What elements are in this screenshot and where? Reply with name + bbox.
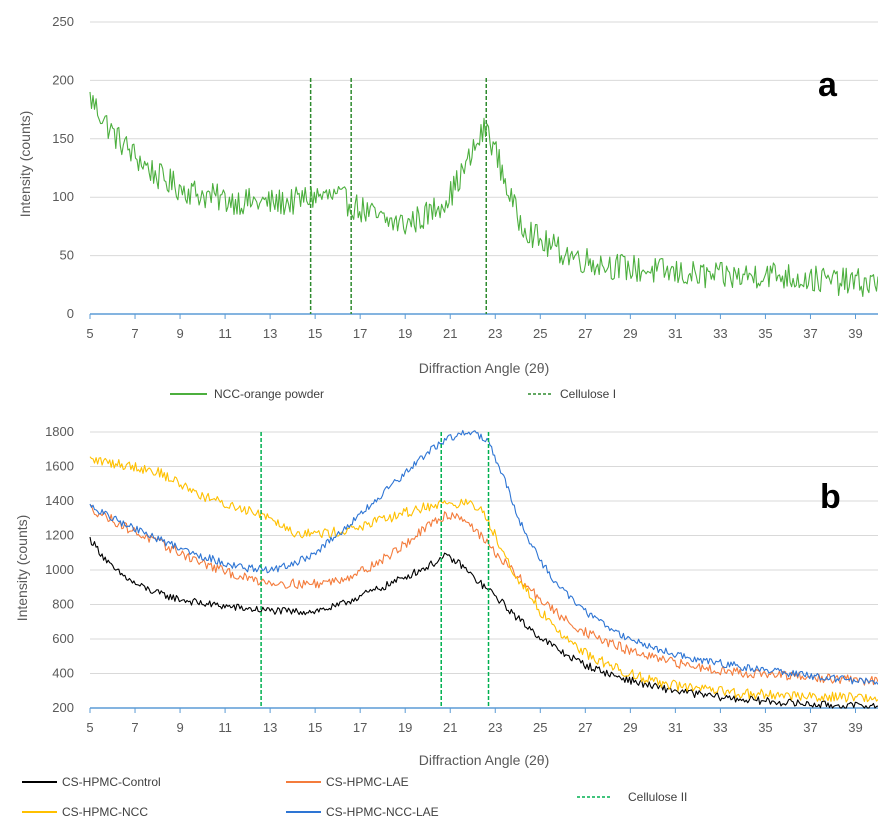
x-tick-label: 39 xyxy=(848,720,862,735)
x-tick-label: 19 xyxy=(398,326,412,341)
x-tick-label: 5 xyxy=(86,720,93,735)
x-tick-label: 15 xyxy=(308,326,322,341)
y-tick-label: 200 xyxy=(52,72,74,87)
series-line-cs-hpmc-control xyxy=(89,536,878,709)
panel-b-chart: 200 400 600 800 1000 1200 1400 1600 1800 5 7 9 11 13… xyxy=(14,424,878,819)
x-tick-label: 15 xyxy=(308,720,322,735)
panel-b-x-axis-title: Diffraction Angle (2θ) xyxy=(419,752,549,768)
panel-a-legend: NCC-orange powder Cellulose I xyxy=(170,387,616,401)
x-tick-label: 9 xyxy=(176,326,183,341)
y-tick-label: 150 xyxy=(52,131,74,146)
panel-b-y-axis-title: Intensity (counts) xyxy=(14,515,30,622)
x-tick-label: 29 xyxy=(623,326,637,341)
y-tick-label: 200 xyxy=(52,700,74,715)
panel-a-x-axis-title: Diffraction Angle (2θ) xyxy=(419,360,549,376)
x-tick-label: 27 xyxy=(578,326,592,341)
panel-b-y-ticks: 200 400 600 800 1000 1200 1400 1600 1800 xyxy=(45,424,74,715)
x-tick-label: 13 xyxy=(263,326,277,341)
panel-a-gridlines xyxy=(90,21,878,257)
panel-b-legend: CS-HPMC-Control CS-HPMC-LAE CS-HPMC-NCC … xyxy=(22,775,687,819)
y-tick-label: 100 xyxy=(52,189,74,204)
x-tick-label: 7 xyxy=(131,720,138,735)
panel-a-x-ticks: 5 7 9 11 13 15 17 19 21 23 25 27 29 31 33 35 37 39 xyxy=(86,314,863,341)
x-tick-label: 5 xyxy=(86,326,93,341)
y-tick-label: 1000 xyxy=(45,562,74,577)
y-tick-label: 250 xyxy=(52,14,74,29)
x-tick-label: 13 xyxy=(263,720,277,735)
x-tick-label: 33 xyxy=(713,720,727,735)
y-tick-label: 0 xyxy=(67,306,74,321)
x-tick-label: 29 xyxy=(623,720,637,735)
x-tick-label: 9 xyxy=(176,720,183,735)
y-tick-label: 800 xyxy=(52,597,74,612)
legend-label-cs-hpmc-control: CS-HPMC-Control xyxy=(62,775,161,789)
y-tick-label: 1800 xyxy=(45,424,74,439)
panel-b-gridlines xyxy=(90,431,878,674)
panel-a-series xyxy=(89,91,878,297)
x-tick-label: 37 xyxy=(803,720,817,735)
legend-label-cs-hpmc-lae: CS-HPMC-LAE xyxy=(326,775,409,789)
y-tick-label: 1200 xyxy=(45,528,74,543)
x-tick-label: 7 xyxy=(131,326,138,341)
legend-label-cellulose-ii: Cellulose II xyxy=(628,790,687,804)
x-tick-label: 11 xyxy=(218,720,232,735)
x-tick-label: 33 xyxy=(713,326,727,341)
x-tick-label: 25 xyxy=(533,720,547,735)
panel-a-chart: 0 50 100 150 200 250 5 7 9 11 13 15 17 19 21 23 25 27 29 3… xyxy=(17,14,878,401)
x-tick-label: 31 xyxy=(668,720,682,735)
panel-a-label: a xyxy=(818,66,838,104)
x-tick-label: 39 xyxy=(848,326,862,341)
series-line-cs-hpmc-lae xyxy=(89,504,878,686)
panel-b-x-ticks: 5 7 9 11 13 15 17 19 21 23 25 27 29 31 33 35 37 39 xyxy=(86,708,863,735)
x-tick-label: 27 xyxy=(578,720,592,735)
panel-b-reference-lines xyxy=(260,432,490,708)
legend-label-cs-hpmc-ncc-lae: CS-HPMC-NCC-LAE xyxy=(326,805,439,819)
y-tick-label: 400 xyxy=(52,666,74,681)
x-tick-label: 23 xyxy=(488,720,502,735)
x-tick-label: 11 xyxy=(218,326,232,341)
legend-label-ncc-orange-powder: NCC-orange powder xyxy=(214,387,324,401)
y-tick-label: 50 xyxy=(60,248,74,263)
y-tick-label: 600 xyxy=(52,631,74,646)
x-tick-label: 19 xyxy=(398,720,412,735)
panel-a-y-ticks: 0 50 100 150 200 250 xyxy=(52,14,74,321)
x-tick-label: 21 xyxy=(443,720,457,735)
legend-label-cellulose-i: Cellulose I xyxy=(560,387,616,401)
panel-a-reference-lines xyxy=(309,78,488,314)
x-tick-label: 17 xyxy=(353,720,367,735)
panel-b-label: b xyxy=(820,478,841,516)
series-line-cs-hpmc-ncc-lae xyxy=(89,429,878,685)
series-line-cs-hpmc-ncc xyxy=(89,456,878,703)
y-tick-label: 1600 xyxy=(45,459,74,474)
panel-b-series xyxy=(89,429,878,709)
x-tick-label: 23 xyxy=(488,326,502,341)
y-tick-label: 1400 xyxy=(45,493,74,508)
legend-label-cs-hpmc-ncc: CS-HPMC-NCC xyxy=(62,805,148,819)
x-tick-label: 25 xyxy=(533,326,547,341)
x-tick-label: 21 xyxy=(443,326,457,341)
x-tick-label: 37 xyxy=(803,326,817,341)
series-line-ncc-orange-powder xyxy=(89,91,878,297)
panel-a-y-axis-title: Intensity (counts) xyxy=(17,111,33,218)
x-tick-label: 17 xyxy=(353,326,367,341)
x-tick-label: 31 xyxy=(668,326,682,341)
x-tick-label: 35 xyxy=(758,720,772,735)
x-tick-label: 35 xyxy=(758,326,772,341)
